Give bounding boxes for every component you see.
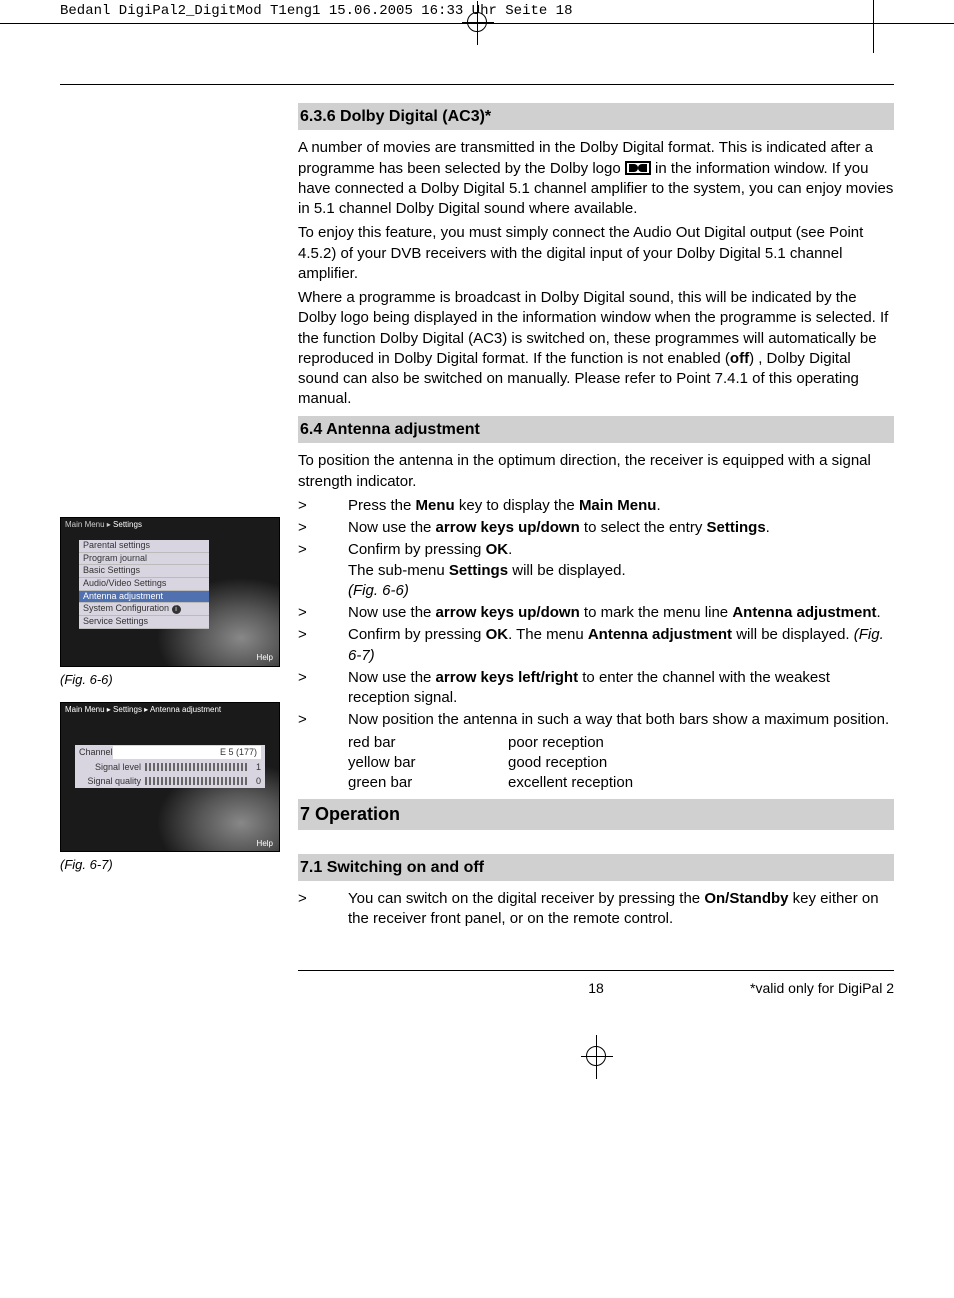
fig66-help: Help xyxy=(257,653,273,664)
step-item: >Now use the arrow keys up/down to mark … xyxy=(298,603,894,623)
page-footer: 18 *valid only for DigiPal 2 xyxy=(298,970,894,1038)
fig67-caption: (Fig. 6-7) xyxy=(60,856,280,874)
step-item: >Now use the arrow keys up/down to selec… xyxy=(298,518,894,538)
heading-7: 7 Operation xyxy=(298,799,894,829)
fig66-menu-item: Service Settings xyxy=(79,616,209,629)
fig67-help: Help xyxy=(257,839,273,850)
para-636-2: To enjoy this feature, you must simply c… xyxy=(298,223,894,284)
fig66-menu-item: Program journal xyxy=(79,553,209,566)
fig67-signal-row: Signal quality0 xyxy=(75,774,265,788)
page-number: 18 xyxy=(588,979,604,998)
heading-636: 6.3.6 Dolby Digital (AC3)* xyxy=(298,103,894,131)
figures-column: Main Menu ▸ Settings Parental settingsPr… xyxy=(60,97,280,1038)
figure-6-7: Main Menu ▸ Settings ▸ Antenna adjustmen… xyxy=(60,702,280,852)
steps-71: > You can switch on the digital receiver… xyxy=(298,889,894,930)
fig66-menu-item: Parental settings xyxy=(79,540,209,553)
fig67-breadcrumb: Main Menu ▸ Settings ▸ Antenna adjustmen… xyxy=(65,705,221,716)
step-71-1: You can switch on the digital receiver b… xyxy=(348,889,894,930)
fig66-breadcrumb: Main Menu ▸ Settings xyxy=(65,520,142,531)
step-item: >Confirm by pressing OK. The menu Antenn… xyxy=(298,625,894,666)
step-item: >Now use the arrow keys left/right to en… xyxy=(298,668,894,709)
para-636-1: A number of movies are transmitted in th… xyxy=(298,138,894,219)
fig67-signal-box: Channel E 5 (177) Signal level1Signal qu… xyxy=(75,745,265,787)
fig66-menu-item: Antenna adjustment xyxy=(79,591,209,604)
figure-6-6: Main Menu ▸ Settings Parental settingsPr… xyxy=(60,517,280,667)
fig66-menu-item: Audio/Video Settings xyxy=(79,578,209,591)
step-item: >Now position the antenna in such a way … xyxy=(298,710,894,730)
content-column: 6.3.6 Dolby Digital (AC3)* A number of m… xyxy=(298,97,894,1038)
footnote: *valid only for DigiPal 2 xyxy=(750,979,894,998)
fig66-menu-item: Basic Settings xyxy=(79,565,209,578)
reception-bars-table: red barpoor receptionyellow bargood rece… xyxy=(348,733,894,794)
heading-71: 7.1 Switching on and off xyxy=(298,854,894,882)
bar-row: red barpoor reception xyxy=(348,733,894,753)
para-64-intro: To position the antenna in the optimum d… xyxy=(298,451,894,492)
fig66-menu-item: System Configuration i xyxy=(79,603,209,616)
print-header-text: Bedanl DigiPal2_DigitMod T1eng1 15.06.20… xyxy=(60,3,572,19)
bar-row: green barexcellent reception xyxy=(348,773,894,793)
steps-64: >Press the Menu key to display the Main … xyxy=(298,496,894,731)
heading-64: 6.4 Antenna adjustment xyxy=(298,416,894,444)
crop-mark-icon xyxy=(586,1046,606,1066)
bar-row: yellow bargood reception xyxy=(348,753,894,773)
para-636-3: Where a programme is broadcast in Dolby … xyxy=(298,288,894,410)
fig66-caption: (Fig. 6-6) xyxy=(60,671,280,689)
step-item: >Press the Menu key to display the Main … xyxy=(298,496,894,516)
fig66-menu: Parental settingsProgram journalBasic Se… xyxy=(79,540,209,629)
step-item: >Confirm by pressing OK.The sub-menu Set… xyxy=(298,540,894,601)
dolby-icon xyxy=(625,161,651,175)
top-rule xyxy=(60,84,894,85)
fig67-signal-row: Signal level1 xyxy=(75,760,265,774)
